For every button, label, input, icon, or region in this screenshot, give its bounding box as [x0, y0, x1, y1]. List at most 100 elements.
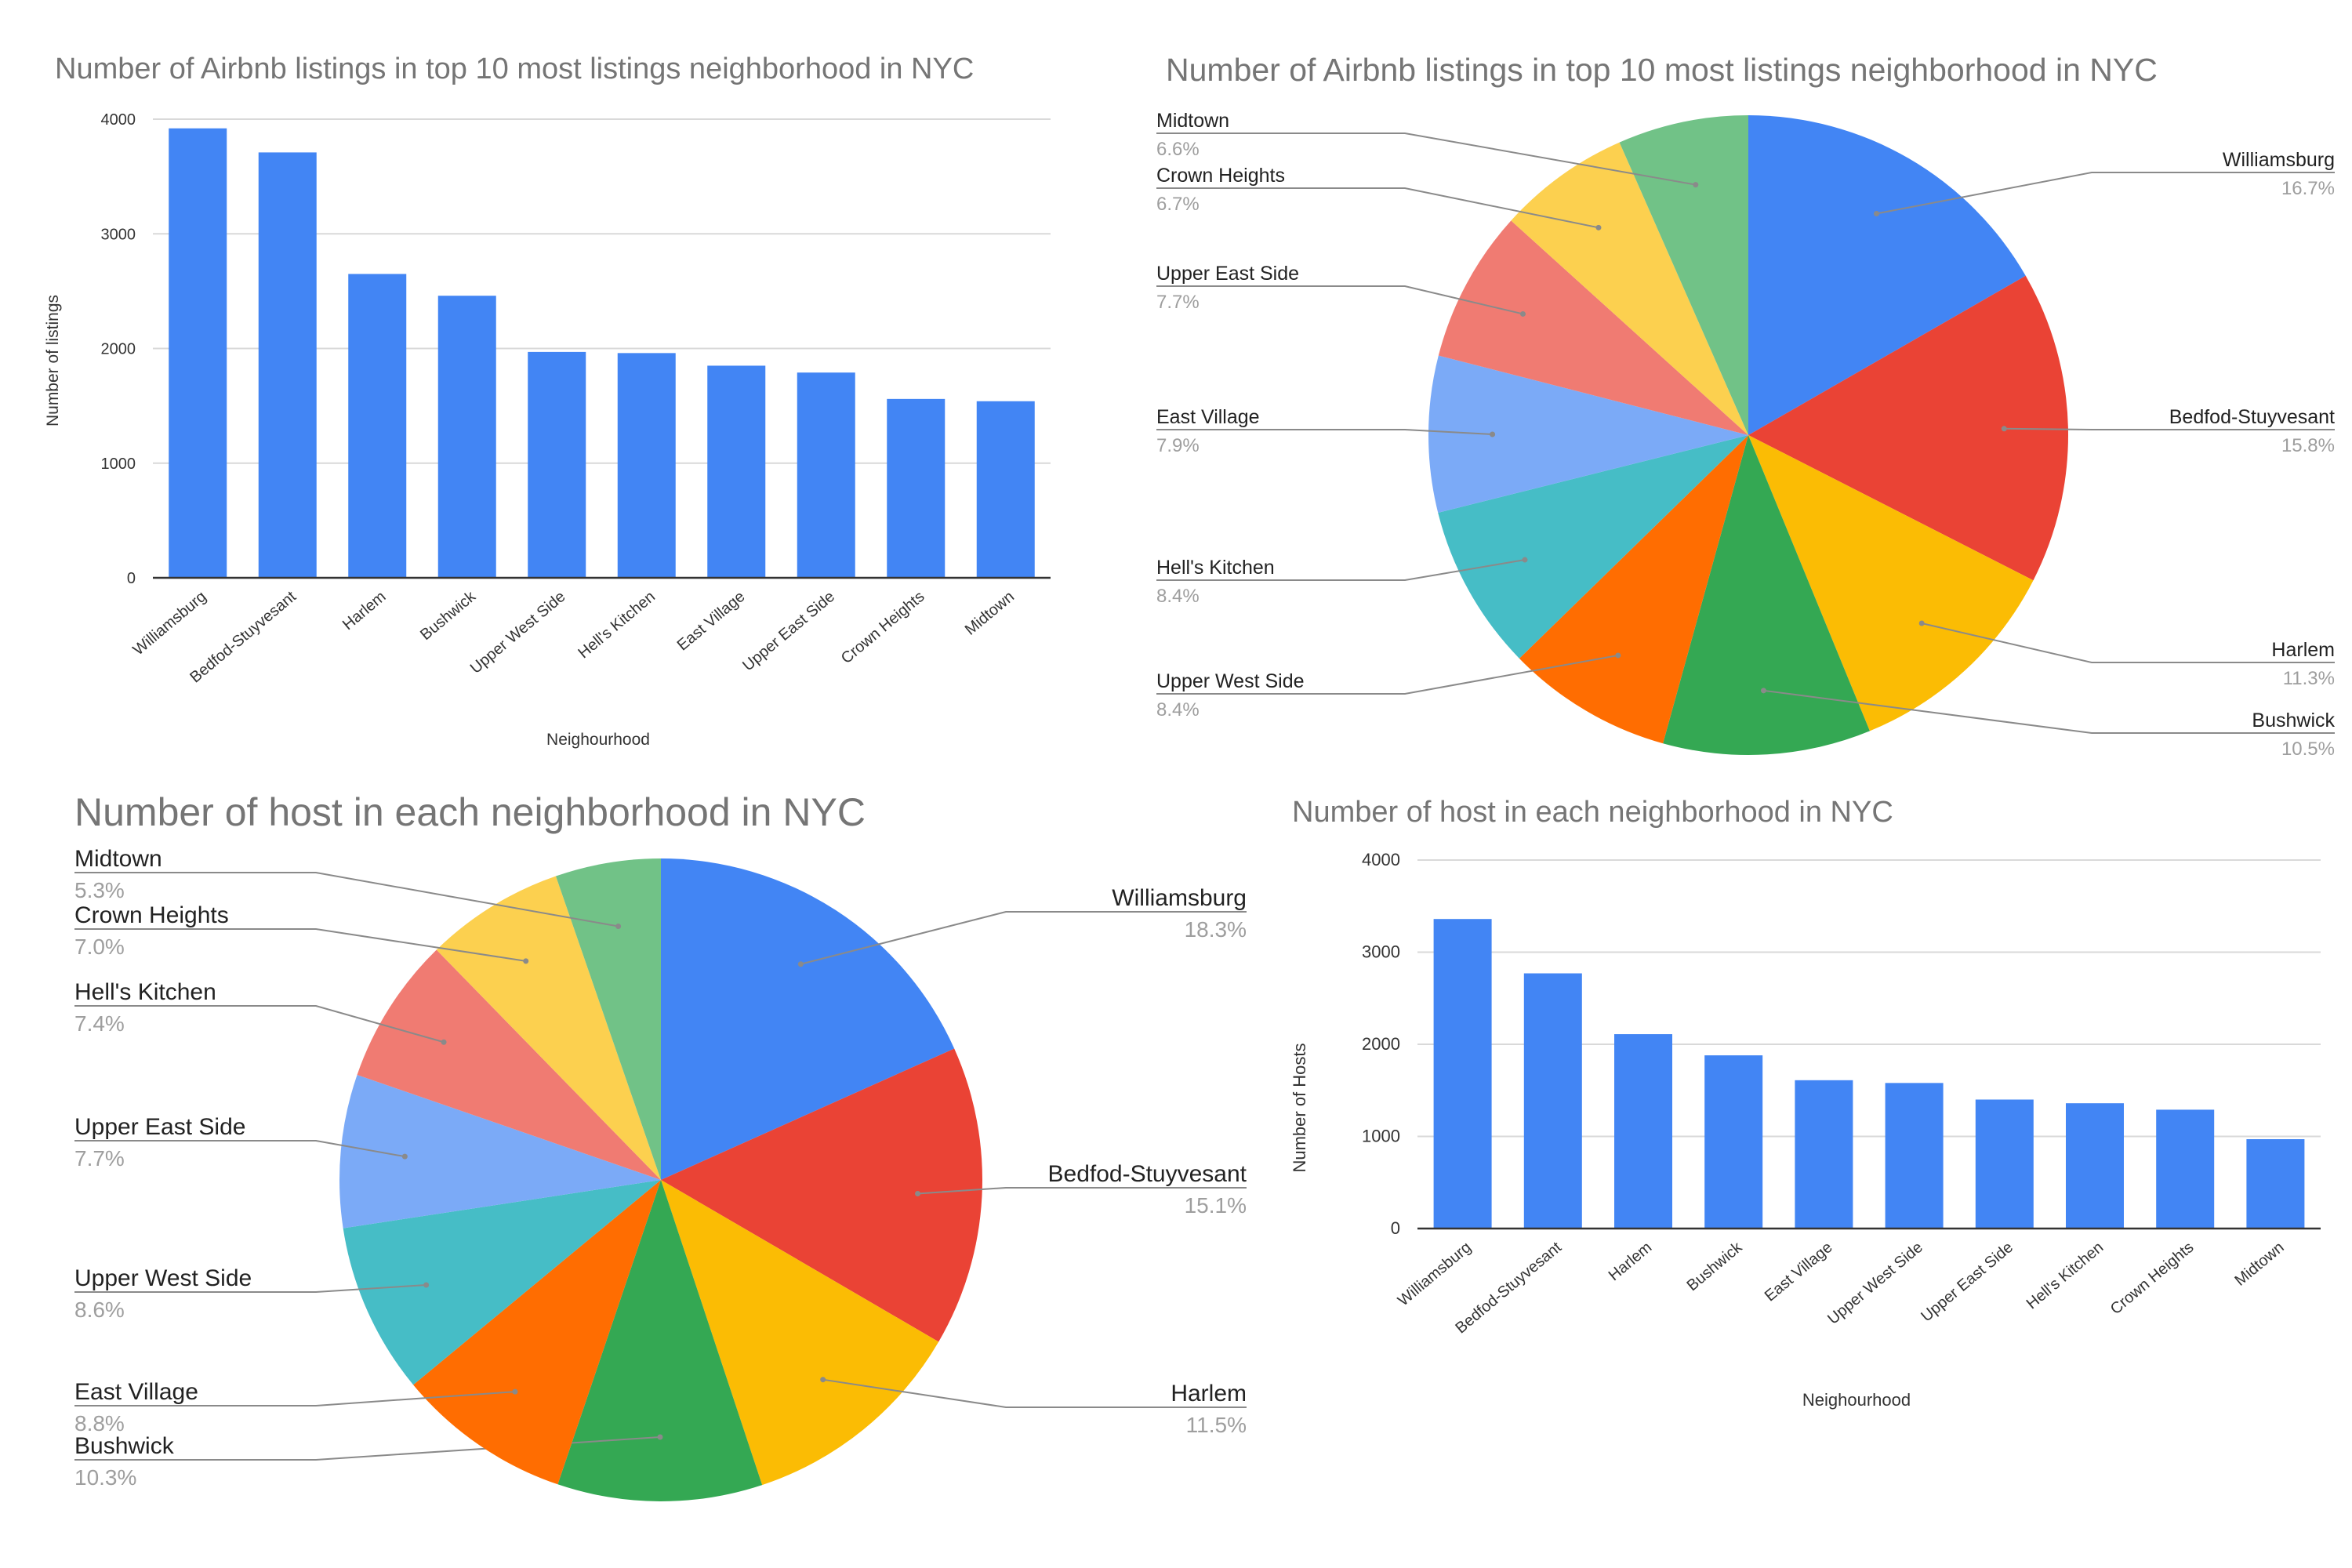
bar — [887, 398, 946, 578]
slice-percent: 18.3% — [1185, 917, 1247, 942]
leader-line — [74, 1005, 445, 1044]
bar — [528, 351, 586, 578]
leader-dot — [2001, 426, 2007, 432]
leader-dot — [615, 924, 622, 930]
bar — [437, 296, 496, 578]
leader-dot — [1520, 310, 1526, 317]
slice-label: Bedfod-Stuyvesant — [2169, 406, 2335, 428]
slice-label: Upper West Side — [74, 1265, 252, 1291]
slice-percent: 8.8% — [74, 1411, 125, 1436]
leader-dot — [1873, 211, 1879, 217]
bar — [1433, 919, 1492, 1229]
y-tick-label: 1000 — [1362, 1127, 1400, 1146]
slice-percent: 7.9% — [1156, 435, 1200, 456]
leader-dot — [441, 1039, 447, 1045]
leader-line — [74, 1391, 516, 1406]
bar — [258, 152, 317, 579]
leader-dot — [523, 958, 529, 964]
slice-label: Hell's Kitchen — [1156, 557, 1275, 579]
bar — [797, 372, 855, 578]
bar — [2246, 1139, 2305, 1229]
x-tick-label: Upper East Side — [739, 588, 838, 674]
slice-label: Crown Heights — [74, 902, 229, 928]
bar — [2156, 1109, 2215, 1229]
slice-label: East Village — [74, 1379, 198, 1405]
bar — [1523, 973, 1582, 1229]
pie-slice — [555, 858, 661, 1180]
leader-dot — [1595, 224, 1602, 230]
leader-dot — [1760, 688, 1766, 694]
leader-dot — [915, 1191, 921, 1197]
pie-slice — [413, 1180, 661, 1485]
x-tick-label: Williamsburg — [130, 588, 210, 659]
slice-percent: 7.7% — [1156, 292, 1200, 313]
leader-dot — [401, 1153, 408, 1160]
bar — [1704, 1055, 1763, 1229]
leader-dot — [512, 1388, 518, 1395]
bar — [348, 274, 407, 578]
leader-dot — [820, 1377, 826, 1383]
pie-slice — [1428, 355, 1748, 513]
leader-line — [822, 1378, 1247, 1408]
chart-title: Number of Airbnb listings in top 10 most… — [55, 53, 974, 85]
leader-dot — [1918, 620, 1925, 626]
y-tick-label: 4000 — [101, 111, 136, 129]
x-tick-label: East Village — [1762, 1239, 1836, 1305]
leader-dot — [797, 961, 804, 967]
slice-percent: 8.4% — [1156, 586, 1200, 607]
slice-percent: 5.3% — [74, 878, 125, 902]
hosts-bar-chart: Number of host in each neighborhood in N… — [1290, 796, 2321, 1410]
x-tick-label: Upper East Side — [1918, 1239, 2016, 1325]
bar — [1885, 1083, 1944, 1229]
x-tick-label: Williamsburg — [1395, 1239, 1475, 1309]
x-tick-label: East Village — [674, 588, 749, 655]
pie-slice — [1438, 220, 1748, 435]
y-tick-label: 3000 — [101, 226, 136, 243]
x-tick-label: Upper West Side — [1824, 1239, 1926, 1328]
leader-line — [74, 1140, 405, 1158]
bar — [1975, 1099, 2034, 1229]
slice-label: Upper East Side — [74, 1114, 245, 1140]
x-tick-label: Crown Heights — [838, 588, 928, 667]
bar — [976, 401, 1035, 578]
x-tick-label: Upper West Side — [467, 588, 569, 677]
pie-slice — [339, 1074, 661, 1229]
leader-line — [1156, 187, 1599, 229]
y-tick-label: 3000 — [1362, 942, 1400, 962]
y-tick-label: 2000 — [1362, 1034, 1400, 1054]
bar — [2066, 1103, 2124, 1229]
hosts-pie-chart: Number of host in each neighborhood in N… — [74, 790, 1247, 1501]
slice-percent: 6.6% — [1156, 139, 1200, 160]
pie-slice — [1663, 435, 1870, 755]
slice-percent: 7.0% — [74, 935, 125, 959]
leader-line — [1876, 172, 2335, 215]
x-tick-label: Hell's Kitchen — [575, 588, 658, 662]
pie-slice — [436, 876, 661, 1180]
bar — [1795, 1080, 1853, 1229]
slice-label: Crown Heights — [1156, 165, 1285, 187]
pie-slice — [1748, 275, 2068, 581]
y-tick-label: 4000 — [1362, 850, 1400, 869]
pie-slice — [1519, 435, 1748, 744]
leader-dot — [1522, 557, 1528, 563]
leader-dot — [1490, 431, 1496, 437]
x-tick-label: Crown Heights — [2107, 1239, 2198, 1318]
x-tick-label: Midtown — [2231, 1239, 2287, 1290]
bar — [707, 365, 766, 578]
y-axis-label: Number of listings — [44, 295, 62, 426]
slice-label: Midtown — [74, 846, 162, 872]
x-tick-label: Harlem — [339, 588, 390, 633]
slice-label: East Village — [1156, 406, 1260, 428]
leader-line — [1921, 622, 2335, 663]
pie-slice — [1748, 435, 2034, 731]
y-tick-label: 0 — [1391, 1218, 1400, 1238]
leader-line — [1156, 559, 1526, 581]
slice-label: Williamsburg — [1112, 885, 1247, 911]
slice-percent: 7.7% — [74, 1146, 125, 1171]
pie-slice — [1511, 142, 1748, 435]
listings-bar-chart: Number of Airbnb listings in top 10 most… — [44, 53, 1051, 749]
pie-slice — [357, 949, 661, 1180]
slice-label: Bushwick — [74, 1433, 175, 1459]
bar — [169, 128, 227, 578]
y-tick-label: 0 — [127, 570, 136, 587]
